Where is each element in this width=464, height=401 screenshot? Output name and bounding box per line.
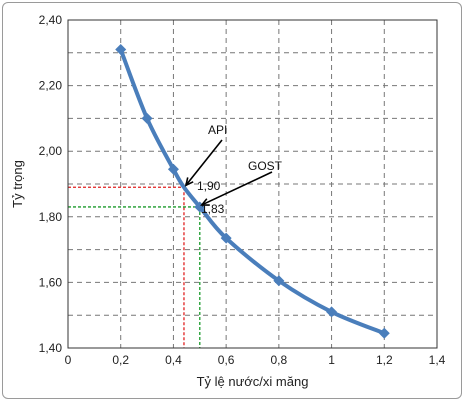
y-tick-label: 1,40 xyxy=(39,341,63,355)
x-tick-label: 1,2 xyxy=(376,353,393,367)
x-tick-label: 0,2 xyxy=(112,353,129,367)
data-point xyxy=(167,163,179,175)
data-point xyxy=(326,306,338,318)
y-tick-labels: 1,40 1,60 1,80 2,00 2,20 2,40 xyxy=(39,13,63,355)
annotation-label: GOST xyxy=(248,159,283,173)
annotation-value: 1,83 xyxy=(201,202,225,216)
x-tick-label: 0,6 xyxy=(218,353,235,367)
annotation-label: API xyxy=(208,123,227,137)
annotation-arrowhead xyxy=(200,198,210,206)
x-tick-label: 0,8 xyxy=(271,353,288,367)
x-tick-label: 1,4 xyxy=(429,353,446,367)
data-point xyxy=(273,275,285,287)
y-tick-label: 1,80 xyxy=(39,210,63,224)
x-tick-label: 0 xyxy=(65,353,72,367)
y-axis-title: Tỷ trọng xyxy=(10,160,25,208)
y-tick-label: 1,60 xyxy=(39,275,63,289)
series-line xyxy=(118,47,387,336)
x-tick-label: 1 xyxy=(328,353,335,367)
data-point xyxy=(378,327,390,339)
series xyxy=(115,44,390,339)
data-point xyxy=(141,112,153,124)
x-tick-labels: 0 0,2 0,4 0,6 0,8 1 1,2 1,4 xyxy=(65,353,446,367)
annotation-arrow xyxy=(201,171,273,206)
reference-lines xyxy=(68,186,201,348)
y-tick-label: 2,40 xyxy=(39,13,63,27)
annotation-arrow xyxy=(185,139,223,186)
y-tick-label: 2,00 xyxy=(39,144,63,158)
annotation-arrowhead xyxy=(184,177,194,187)
data-point xyxy=(115,44,127,56)
grid xyxy=(68,20,437,348)
x-axis-title: Tỷ lệ nước/xi măng xyxy=(197,374,309,389)
y-tick-label: 2,20 xyxy=(39,79,63,93)
annotation-value: 1,90 xyxy=(197,179,221,193)
annotations: API 1,90 GOST 1,83 xyxy=(184,123,283,216)
data-point xyxy=(220,232,232,244)
x-tick-label: 0,4 xyxy=(165,353,182,367)
plot-border xyxy=(67,19,438,349)
